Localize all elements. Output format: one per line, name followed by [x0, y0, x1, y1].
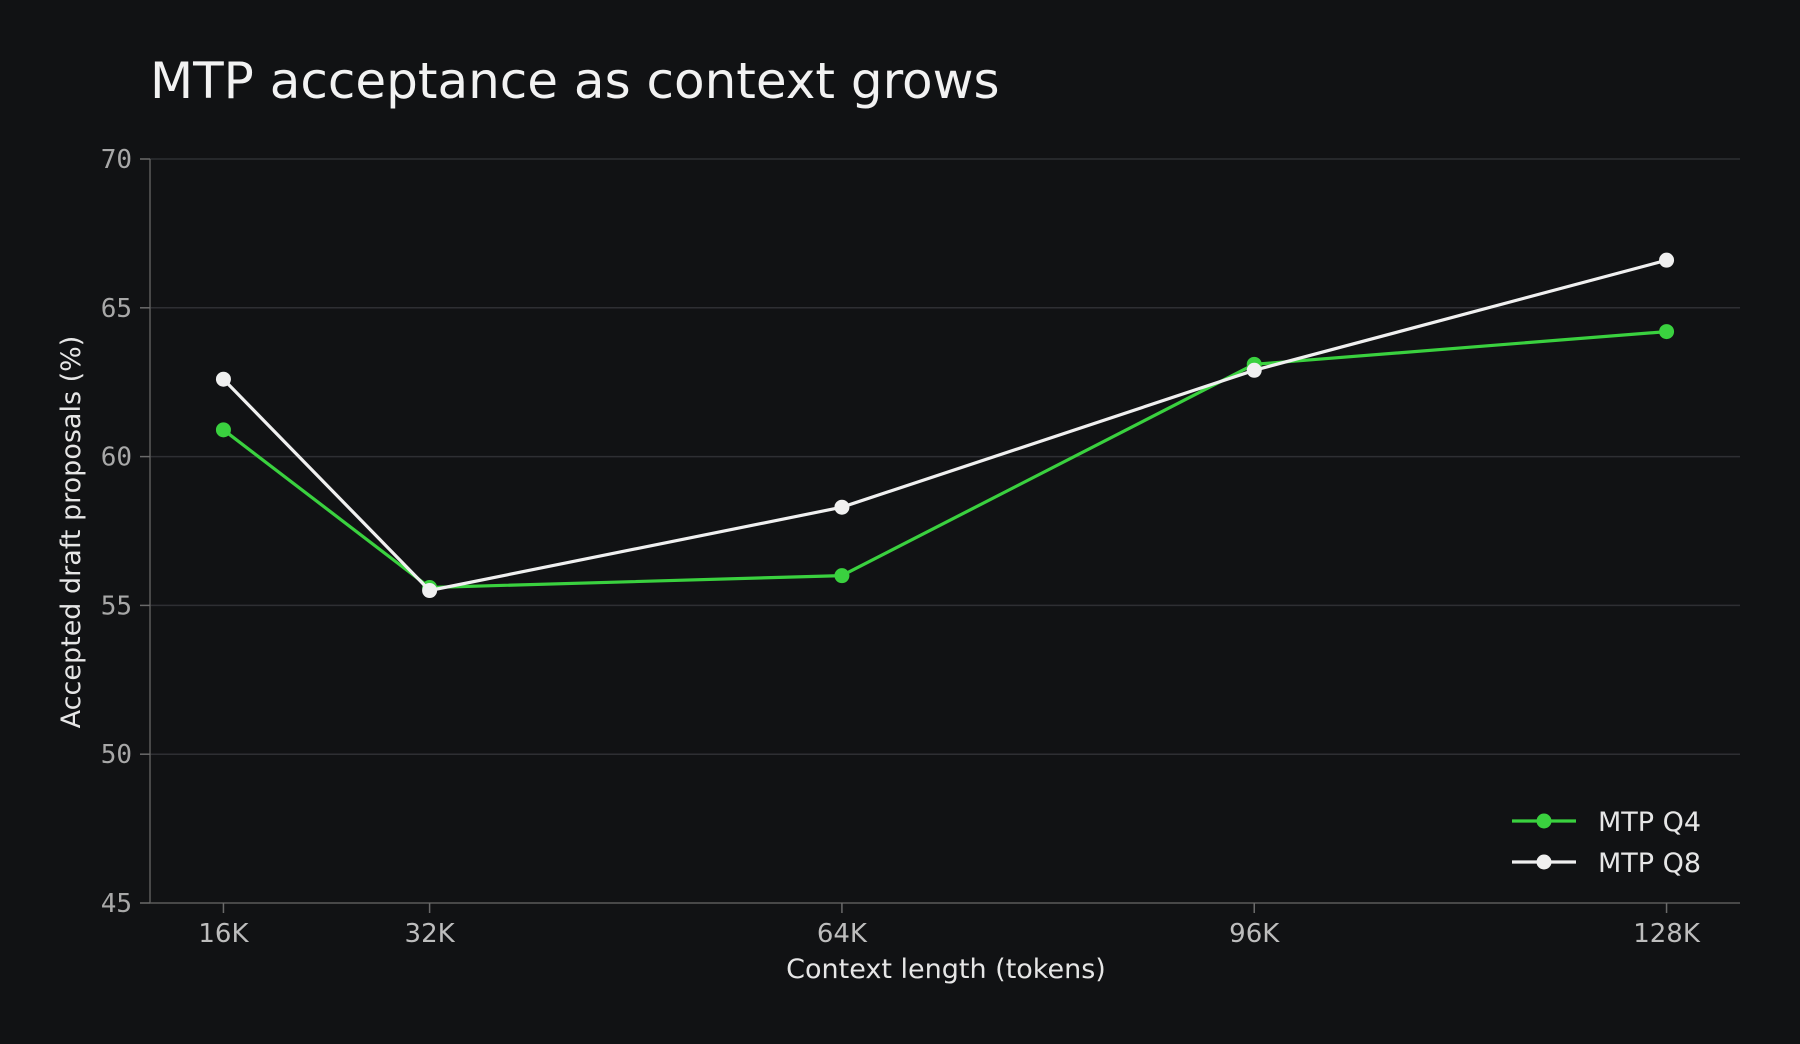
series-line: [222, 330, 1667, 590]
data-point: [1246, 362, 1262, 378]
data-point: [834, 499, 850, 515]
data-point: [1659, 324, 1675, 340]
data-point: [215, 422, 231, 438]
x-tick-label: 32K: [405, 919, 456, 949]
gridlines: [150, 158, 1740, 755]
legend-item: MTP Q8: [1512, 848, 1701, 879]
legend-label: MTP Q8: [1598, 848, 1701, 879]
data-point: [1659, 252, 1675, 268]
x-tick-label: 64K: [817, 919, 868, 949]
axes: [149, 159, 1740, 904]
y-axis-label: Accepted draft proposals (%): [56, 336, 87, 729]
data-point: [215, 371, 231, 387]
x-tick-label: 96K: [1229, 919, 1280, 949]
series-mtp-q4: [215, 324, 1675, 596]
y-tick-label: 65: [101, 294, 132, 324]
y-tick-label: 60: [101, 443, 132, 473]
legend: MTP Q4 MTP Q8: [1512, 807, 1701, 879]
series-line: [222, 258, 1668, 593]
y-tick-label: 70: [101, 145, 132, 175]
series-mtp-q8: [215, 252, 1675, 599]
x-tick-label: 128K: [1633, 919, 1701, 949]
data-point: [422, 583, 438, 599]
x-axis-label: Context length (tokens): [786, 954, 1106, 985]
legend-item: MTP Q4: [1512, 807, 1701, 838]
x-axis-ticks: 16K 32K 64K 96K 128K: [198, 903, 1701, 949]
y-tick-label: 45: [101, 889, 132, 919]
x-tick-label: 16K: [198, 919, 249, 949]
y-tick-label: 55: [101, 591, 132, 621]
chart-title: MTP acceptance as context grows: [150, 52, 1000, 110]
legend-swatch-marker: [1536, 813, 1552, 829]
series-lines: [215, 252, 1675, 599]
legend-swatch-marker: [1536, 854, 1552, 870]
data-point: [834, 568, 850, 584]
legend-label: MTP Q4: [1598, 807, 1701, 838]
y-axis-ticks: 45 50 55 60 65 70: [101, 145, 150, 919]
y-tick-label: 50: [101, 740, 132, 770]
